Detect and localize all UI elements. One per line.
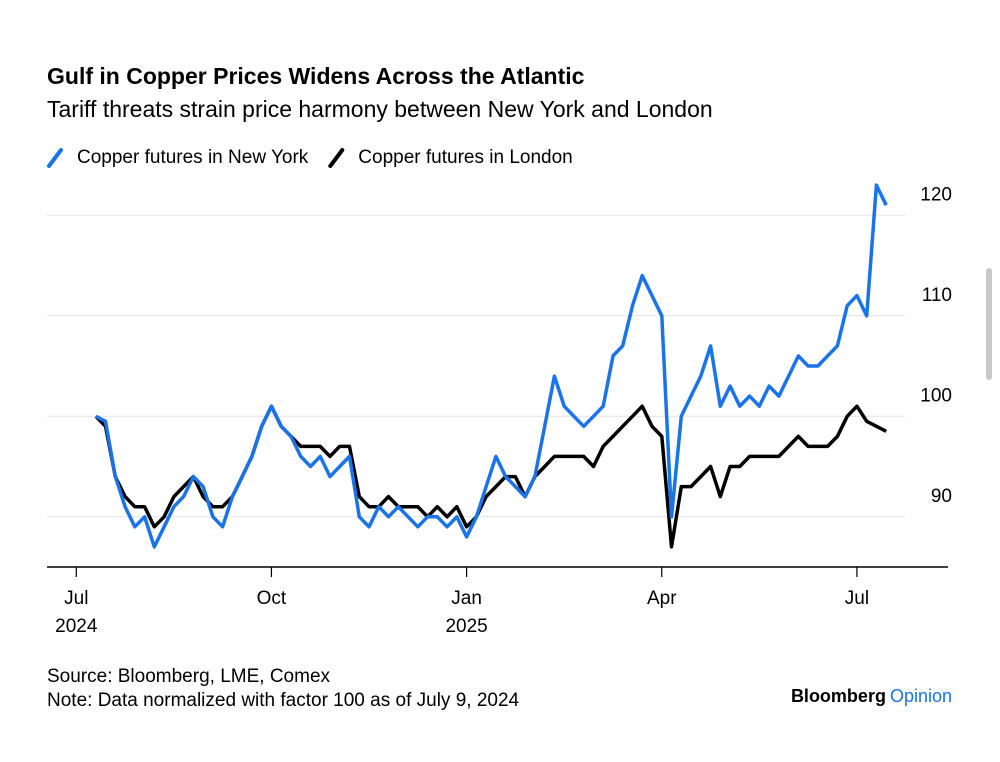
chart-subtitle: Tariff threats strain price harmony betw… bbox=[47, 96, 713, 122]
y-tick-label: 110 bbox=[922, 285, 952, 306]
x-tick-label: Jul bbox=[64, 588, 88, 609]
x-tick-label: Oct bbox=[257, 588, 287, 609]
chart-title: Gulf in Copper Prices Widens Across the … bbox=[47, 63, 585, 89]
x-tick-label: Jan bbox=[451, 588, 482, 609]
legend-swatch bbox=[47, 148, 63, 168]
series-line bbox=[94, 183, 888, 549]
brand: Bloomberg Opinion bbox=[791, 686, 952, 706]
scrollbar[interactable] bbox=[986, 268, 992, 380]
x-tick-label: Jul bbox=[845, 588, 869, 609]
x-year-label: 2024 bbox=[55, 616, 98, 637]
y-tick-label: 90 bbox=[931, 486, 952, 507]
x-tick-label: Apr bbox=[647, 588, 677, 609]
brand-suffix: Opinion bbox=[890, 686, 952, 706]
y-tick-label: 120 bbox=[920, 184, 952, 205]
legend-swatch bbox=[328, 148, 345, 168]
note: Note: Data normalized with factor 100 as… bbox=[47, 690, 520, 711]
series-line bbox=[94, 404, 887, 549]
legend-label: Copper futures in London bbox=[358, 147, 572, 168]
legend: Copper futures in New York Copper futures… bbox=[47, 147, 573, 168]
y-tick-label: 100 bbox=[920, 385, 952, 406]
brand-name: Bloomberg bbox=[791, 686, 886, 706]
legend-label: Copper futures in New York bbox=[77, 147, 309, 168]
x-year-label: 2025 bbox=[445, 616, 487, 637]
source: Source: Bloomberg, LME, Comex bbox=[47, 666, 331, 687]
